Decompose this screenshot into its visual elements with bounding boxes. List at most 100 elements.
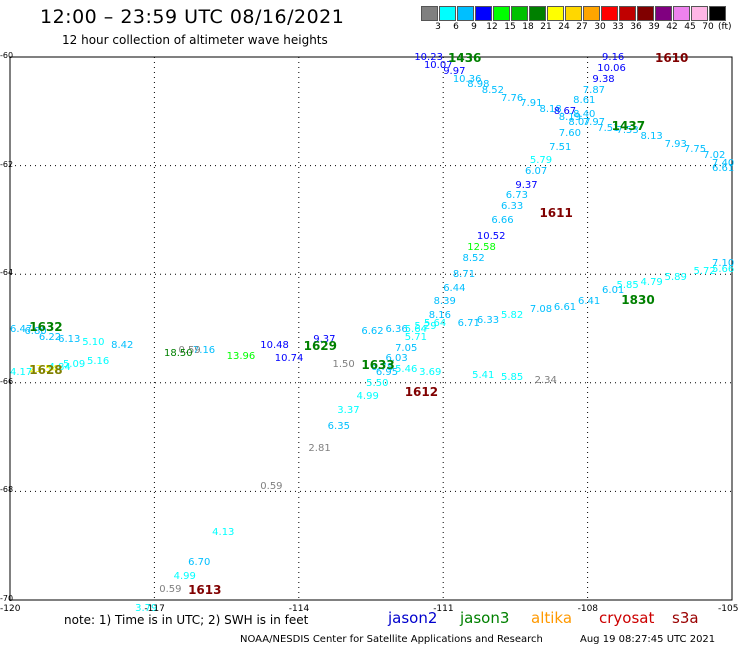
swh-reading: 10.48 bbox=[260, 339, 289, 351]
pass-time-label: 1437 bbox=[611, 118, 646, 133]
swh-reading: 7.08 bbox=[529, 304, 553, 316]
swh-reading: 7.02 bbox=[703, 149, 726, 161]
lat-tick-label: -62 bbox=[0, 159, 14, 169]
scale-swatch bbox=[547, 6, 564, 21]
scale-swatch bbox=[493, 6, 510, 21]
swh-reading: 8.52 bbox=[481, 84, 504, 96]
swh-reading: 5.10 bbox=[82, 337, 105, 349]
scale-tick-label: 27 bbox=[576, 22, 588, 32]
lat-tick-label: -68 bbox=[0, 485, 14, 495]
lon-tick-label: -105 bbox=[718, 604, 739, 614]
swh-reading: 5.64 bbox=[404, 323, 427, 335]
swh-reading: 6.07 bbox=[525, 166, 548, 178]
scale-tick-label: 15 bbox=[504, 22, 516, 32]
swh-reading: 7.51 bbox=[549, 141, 572, 153]
swh-reading: 23.54 bbox=[29, 364, 58, 376]
swh-reading: 8.67 bbox=[553, 106, 577, 118]
swh-reading: 10.52 bbox=[476, 231, 506, 243]
swh-reading: 6.01 bbox=[602, 285, 625, 297]
swh-reading: 4.13 bbox=[212, 527, 235, 539]
swh-reading: 10.36 bbox=[452, 73, 482, 85]
scale-tick-label: 9 bbox=[471, 22, 477, 32]
swh-reading: 7.87 bbox=[582, 84, 606, 96]
scale-swatch bbox=[619, 6, 636, 21]
swh-reading: 5.66 bbox=[712, 263, 735, 275]
lon-tick-label: -120 bbox=[0, 604, 21, 614]
swh-reading: 8.18 bbox=[539, 103, 562, 115]
scale-swatch bbox=[457, 6, 474, 21]
swh-reading: 3.37 bbox=[337, 404, 360, 416]
pass-time-label: 1628 bbox=[29, 363, 63, 378]
swh-reading: 4.17 bbox=[10, 366, 33, 378]
swh-reading: 5.72 bbox=[693, 266, 716, 278]
scale-tick-label: 33 bbox=[612, 22, 624, 32]
lat-tick-label: -70 bbox=[0, 594, 14, 603]
swh-reading: 0.59 bbox=[260, 480, 283, 492]
swh-reading: 8.19 bbox=[558, 111, 581, 123]
swh-reading: 5.29 bbox=[414, 320, 437, 332]
swh-reading: 7.40 bbox=[712, 157, 735, 169]
scale-swatch bbox=[691, 6, 708, 21]
pass-time-label: 1612 bbox=[404, 384, 439, 399]
swh-reading: 0.59 bbox=[178, 345, 201, 357]
swh-reading: 9.37 bbox=[313, 334, 336, 346]
pass-time-label: 1611 bbox=[539, 205, 573, 220]
swh-reading: 6.61 bbox=[712, 163, 735, 175]
satellite-altika: altika bbox=[531, 609, 573, 627]
swh-reading: 6.33 bbox=[476, 315, 500, 327]
swh-reading: 6.73 bbox=[505, 190, 529, 202]
swh-reading: 8.52 bbox=[462, 252, 485, 264]
scale-tick-label: 36 bbox=[630, 22, 642, 32]
swh-reading: 4.99 bbox=[173, 570, 196, 582]
scale-tick-label: 39 bbox=[648, 22, 660, 32]
credit-line: NOAA/NESDIS Center for Satellite Applica… bbox=[240, 634, 543, 645]
scale-tick-label: 12 bbox=[486, 22, 498, 32]
satellite-cryosat: cryosat bbox=[599, 609, 655, 627]
scale-swatch bbox=[673, 6, 690, 21]
swh-reading: 8.13 bbox=[640, 130, 663, 142]
scale-unit: (ft) bbox=[718, 22, 732, 32]
scale-tick-label: 24 bbox=[558, 22, 570, 32]
swh-reading: 0.59 bbox=[159, 584, 182, 596]
swh-reading: 7.16 bbox=[192, 345, 216, 357]
swh-reading: 6.78 bbox=[371, 361, 394, 373]
scale-swatch bbox=[601, 6, 618, 21]
swh-reading: 6.70 bbox=[188, 556, 211, 568]
swh-reading: 2.81 bbox=[308, 442, 331, 454]
swh-reading: 6.62 bbox=[361, 326, 384, 338]
scale-swatch bbox=[475, 6, 492, 21]
satellite-jason2: jason2 bbox=[388, 609, 438, 627]
swh-reading: 4.99 bbox=[356, 391, 379, 403]
swh-reading: 3.79 bbox=[135, 603, 158, 615]
scale-tick-label: 21 bbox=[540, 22, 552, 32]
swh-reading: 10.07 bbox=[423, 60, 453, 72]
lat-tick-label: -66 bbox=[0, 376, 14, 386]
pass-time-label: 1610 bbox=[654, 51, 689, 65]
swh-reading: 3.69 bbox=[419, 366, 442, 378]
swh-reading: 8.71 bbox=[452, 269, 476, 281]
pass-time-label: 1613 bbox=[188, 583, 222, 598]
swh-reading: 5.79 bbox=[529, 155, 553, 167]
swh-reading: 8.16 bbox=[428, 309, 452, 321]
swh-reading: 5.85 bbox=[616, 280, 639, 292]
swh-reading: 6.61 bbox=[553, 301, 577, 313]
scale-swatch bbox=[709, 6, 726, 21]
swh-reading: 5.41 bbox=[472, 369, 495, 381]
swh-reading: 2.34 bbox=[534, 375, 557, 387]
swh-reading: 8.07 bbox=[568, 117, 591, 129]
swh-reading: 9.16 bbox=[602, 52, 625, 63]
scale-tick-label: 70 bbox=[702, 22, 714, 32]
swh-reading: 6.33 bbox=[500, 201, 524, 213]
scale-swatch bbox=[511, 6, 528, 21]
scale-tick-label: 45 bbox=[684, 22, 696, 32]
pass-time-label: 1629 bbox=[303, 338, 338, 353]
swh-reading: 7.91 bbox=[520, 98, 543, 110]
swh-reading: 7.93 bbox=[664, 138, 687, 150]
satellite-s3a: s3a bbox=[672, 609, 699, 627]
lat-tick-label: -64 bbox=[0, 268, 14, 278]
swh-reading: 6.41 bbox=[577, 296, 601, 308]
swh-reading: 9.38 bbox=[592, 73, 615, 85]
swh-reading: 5.46 bbox=[395, 364, 418, 376]
swh-reading: 6.66 bbox=[491, 214, 514, 226]
